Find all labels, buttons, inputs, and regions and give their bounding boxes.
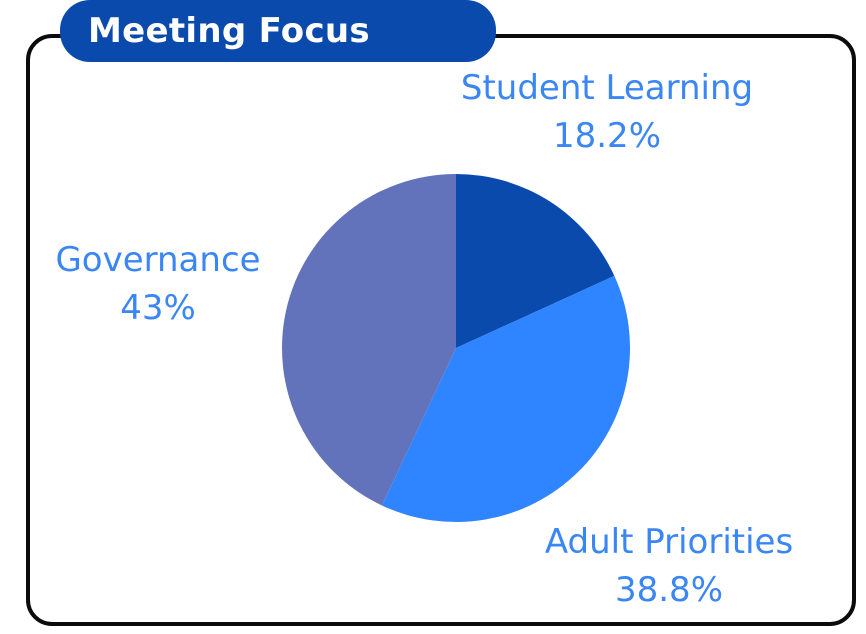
title-banner: Meeting Focus xyxy=(60,0,496,62)
slice-label-adult-priorities: Adult Priorities 38.8% xyxy=(532,518,806,614)
slice-label-student-learning: Student Learning 18.2% xyxy=(452,64,762,160)
pie-slice-governance xyxy=(281,174,456,506)
chart-title: Meeting Focus xyxy=(88,11,370,51)
slice-percent-adult-priorities: 38.8% xyxy=(614,570,723,610)
slice-percent-governance: 43% xyxy=(120,288,196,328)
slice-name-governance: Governance xyxy=(55,240,261,280)
slice-name-student-learning: Student Learning xyxy=(460,68,754,108)
slice-name-adult-priorities: Adult Priorities xyxy=(544,522,794,562)
pie-slice-adult-priorities xyxy=(381,275,631,522)
pie-slice-student-learning xyxy=(456,174,615,348)
slice-label-governance: Governance 43% xyxy=(46,236,270,332)
slice-percent-student-learning: 18.2% xyxy=(552,116,661,156)
